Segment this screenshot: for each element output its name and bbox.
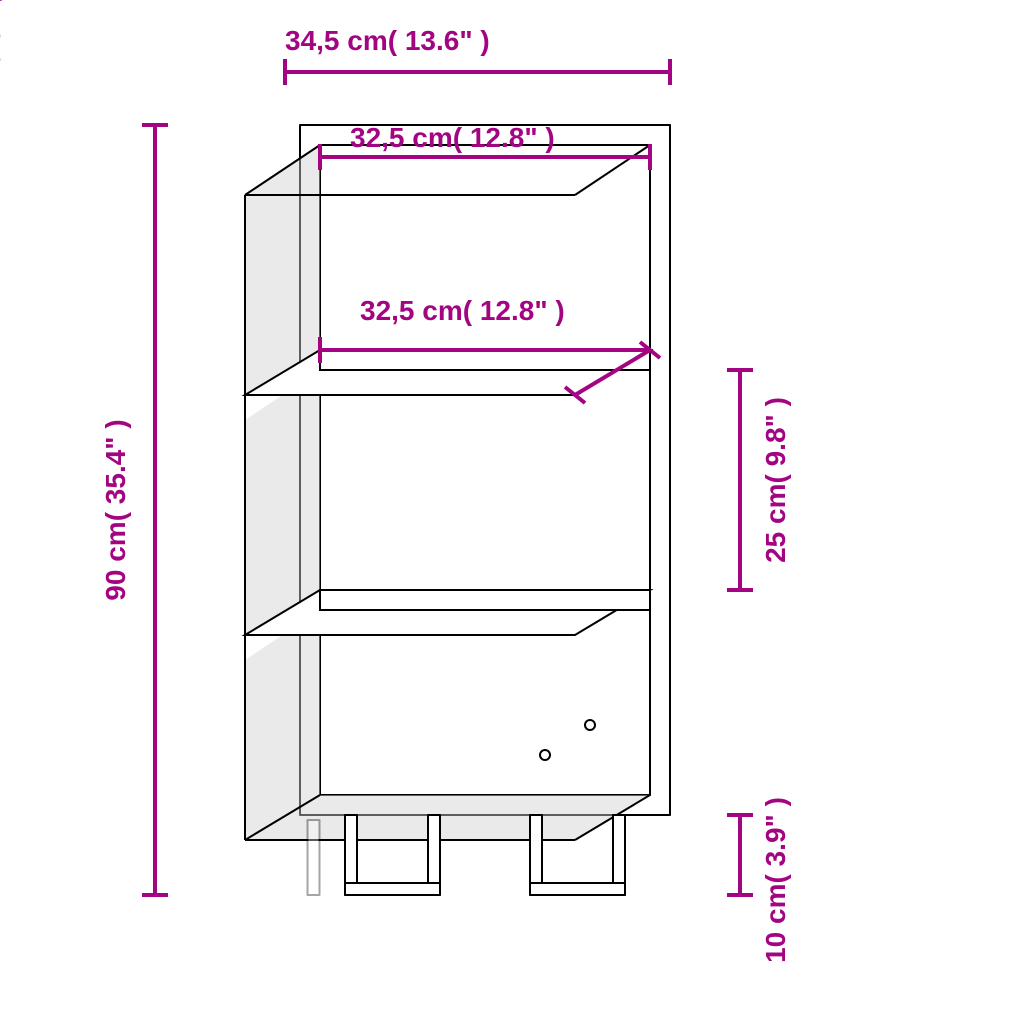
dim-shelf-gap: 25 cm( 9.8" ) [760, 397, 791, 563]
dim-inner-depth: 32,5 cm( 12.8" ) [360, 295, 565, 326]
dim-overall-width: 34,5 cm( 13.6" ) [285, 25, 490, 56]
: 10 cm( 3.9" ) [0, 0, 6, 83]
dim-inner-width: 32,5 cm( 12.8" ) [350, 122, 555, 153]
dimension-diagram: 34,5 cm( 13.6" ) 32,5 cm( 12.8" ) 32,5 cm(… [0, 0, 1024, 1024]
dim-leg-height: 10 cm( 3.9" ) [760, 797, 791, 963]
dim-overall-height: 90 cm( 35.4" ) [100, 419, 131, 600]
